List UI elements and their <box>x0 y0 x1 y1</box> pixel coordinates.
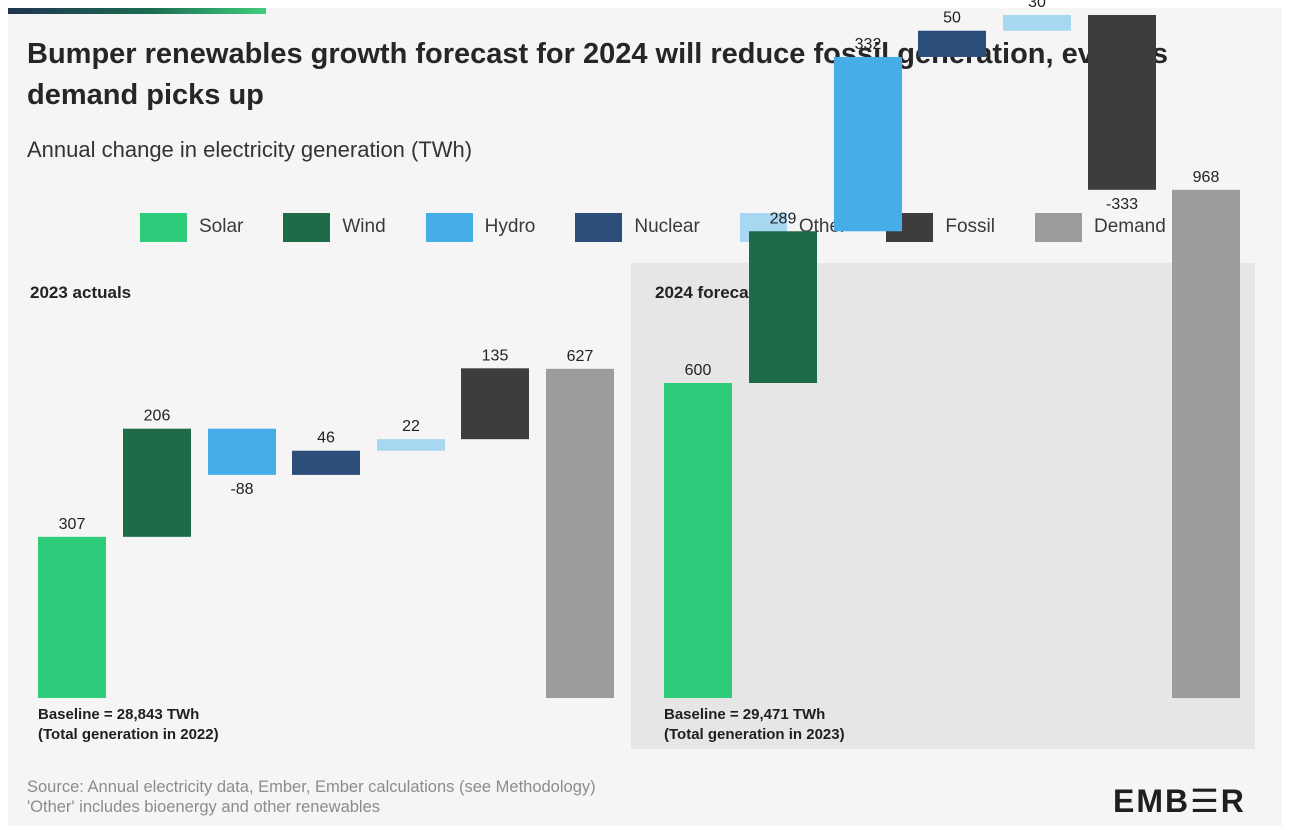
legend-label: Wind <box>342 216 386 237</box>
legend: Solar Wind Hydro Nuclear Other Fossil De… <box>140 212 1206 242</box>
data-label-actuals-hydro: -88 <box>230 481 253 498</box>
legend-swatch <box>575 212 623 242</box>
legend-item-demand: Demand <box>1034 212 1166 242</box>
bar-actuals-wind <box>123 428 191 537</box>
bar-forecast-demand <box>1172 189 1240 699</box>
panel-title-forecast: 2024 forecast <box>655 283 764 302</box>
data-label-actuals-other: 22 <box>402 418 420 435</box>
data-label-actuals-demand: 627 <box>567 348 594 365</box>
legend-swatch <box>140 212 187 242</box>
data-label-forecast-fossil: -333 <box>1106 196 1138 213</box>
source-note: Source: Annual electricity data, Ember, … <box>27 777 596 817</box>
data-label-forecast-solar: 600 <box>685 362 712 379</box>
data-label-forecast-wind: 289 <box>770 210 797 227</box>
data-label-forecast-hydro: 332 <box>855 36 882 53</box>
baseline-caption: (Total generation in 2023) <box>664 726 845 743</box>
legend-item-fossil: Fossil <box>886 212 995 242</box>
legend-item-nuclear: Nuclear <box>575 212 700 242</box>
data-label-forecast-other: 30 <box>1028 0 1046 11</box>
data-label-actuals-fossil: 135 <box>482 347 509 364</box>
bar-actuals-fossil <box>461 368 529 440</box>
legend-swatch <box>1034 212 1082 242</box>
baseline-note-actuals: Baseline = 28,843 TWh (Total generation … <box>38 705 219 745</box>
bar-forecast-fossil <box>1088 14 1156 190</box>
bar-actuals-nuclear <box>292 450 360 475</box>
data-label-forecast-nuclear: 50 <box>943 10 961 27</box>
bar-forecast-solar <box>664 383 732 698</box>
bar-actuals-demand <box>546 368 614 698</box>
legend-item-hydro: Hydro <box>425 212 536 242</box>
legend-label: Fossil <box>945 216 995 237</box>
bar-forecast-other <box>1003 14 1071 31</box>
legend-label: Hydro <box>484 216 536 237</box>
baseline-caption: (Total generation in 2022) <box>38 726 219 743</box>
legend-label: Nuclear <box>634 216 700 237</box>
bar-actuals-other <box>377 439 445 451</box>
chart-subtitle: Annual change in electricity generation … <box>27 137 473 162</box>
legend-swatch <box>283 212 331 242</box>
data-label-actuals-wind: 206 <box>144 408 171 425</box>
legend-label: Solar <box>199 216 244 237</box>
baseline-value: Baseline = 29,471 TWh <box>664 706 826 723</box>
baseline-note-forecast: Baseline = 29,471 TWh (Total generation … <box>664 705 845 745</box>
legend-item-solar: Solar <box>140 212 244 242</box>
data-label-actuals-nuclear: 46 <box>317 430 335 447</box>
bar-actuals-hydro <box>208 428 276 475</box>
legend-label: Demand <box>1093 216 1166 237</box>
data-label-actuals-solar: 307 <box>59 516 86 533</box>
other-footnote: 'Other' includes bioenergy and other ren… <box>27 798 381 816</box>
panel-title-actuals: 2023 actuals <box>30 283 132 302</box>
bar-forecast-hydro <box>834 56 902 232</box>
data-label-forecast-demand: 968 <box>1193 169 1220 186</box>
ember-logo: EMB☰R <box>1113 783 1246 819</box>
source-line: Source: Annual electricity data, Ember, … <box>27 778 596 796</box>
baseline-value: Baseline = 28,843 TWh <box>38 706 200 723</box>
bar-actuals-solar <box>38 536 106 698</box>
bar-forecast-wind <box>749 231 817 383</box>
forecast-panel-background <box>631 263 1255 749</box>
accent-bar <box>8 8 266 14</box>
legend-item-wind: Wind <box>283 212 386 242</box>
legend-swatch <box>425 212 473 242</box>
bar-forecast-nuclear <box>918 30 986 57</box>
